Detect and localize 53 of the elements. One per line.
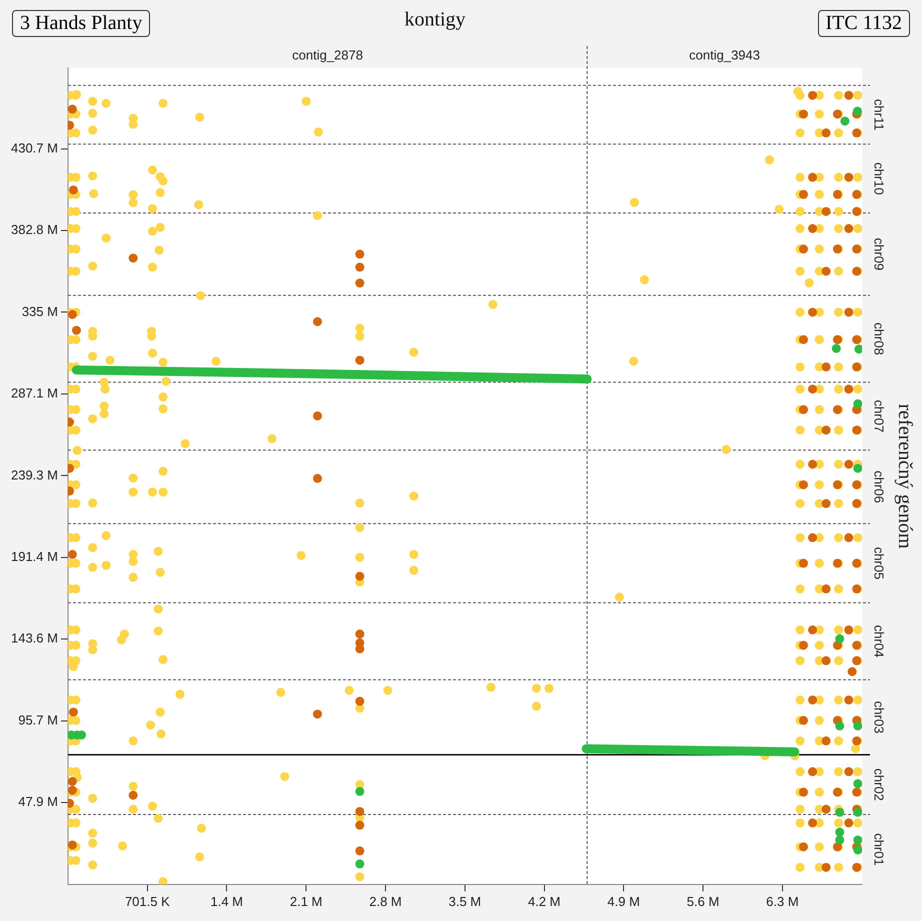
point	[854, 344, 862, 354]
point	[852, 106, 862, 116]
y-tick-label: 95.7 M	[18, 712, 58, 728]
point	[355, 786, 364, 796]
x-tick-label: 2.8 M	[369, 894, 402, 909]
point	[853, 808, 862, 817]
y2-axis-title: referenčný genóm	[894, 404, 916, 550]
text: chr08	[871, 322, 886, 356]
point	[853, 779, 862, 788]
point	[835, 828, 844, 837]
y-tick-label: 239.3 M	[10, 467, 58, 482]
point	[853, 835, 862, 844]
point	[853, 464, 862, 473]
text: chr02	[871, 768, 886, 801]
point	[835, 721, 844, 730]
point	[835, 808, 844, 817]
text: chr10	[871, 162, 886, 195]
y-tick-label: 143.6 M	[10, 630, 58, 646]
text: ITC 1132	[818, 10, 910, 37]
point	[835, 634, 844, 644]
chart-title: kontigy	[404, 8, 466, 30]
text: chr09	[871, 238, 886, 270]
y-tick-label: 47.9 M	[18, 794, 58, 810]
point	[853, 721, 862, 730]
y-tick-label: 382.8 M	[10, 222, 58, 238]
text: chr06	[871, 470, 886, 504]
text: chr07	[871, 400, 886, 432]
x-tick-label: 2.1 M	[290, 894, 322, 909]
x-tick-label: 5.6 M	[686, 894, 720, 909]
point	[853, 845, 862, 854]
text: chr04	[871, 625, 886, 658]
y-tick-label: 191.4 M	[10, 549, 58, 564]
text: contig_2878	[292, 48, 363, 63]
x-tick-label: 4.9 M	[607, 894, 640, 909]
x-tick-label: 701.5 K	[124, 894, 170, 909]
text: chr03	[871, 701, 886, 734]
point	[835, 835, 844, 844]
point	[853, 399, 862, 408]
point	[355, 859, 364, 868]
point	[840, 116, 850, 126]
text: contig_3943	[689, 48, 760, 63]
x-tick-label: 1.4 M	[210, 894, 243, 909]
x-tick-label: 6.3 M	[766, 894, 799, 909]
point	[832, 344, 841, 353]
x-tick-label: 3.5 M	[448, 894, 482, 909]
y-tick-label: 430.7 M	[10, 140, 58, 156]
text: 3 Hands Planty	[12, 10, 150, 37]
x-tick-label: 4.2 M	[528, 894, 561, 909]
y-tick-label: 335 M	[22, 304, 58, 319]
text: chr11	[871, 99, 886, 131]
y-tick-label: 287.1 M	[10, 386, 58, 401]
text: chr05	[871, 546, 886, 580]
text: chr01	[871, 833, 886, 866]
